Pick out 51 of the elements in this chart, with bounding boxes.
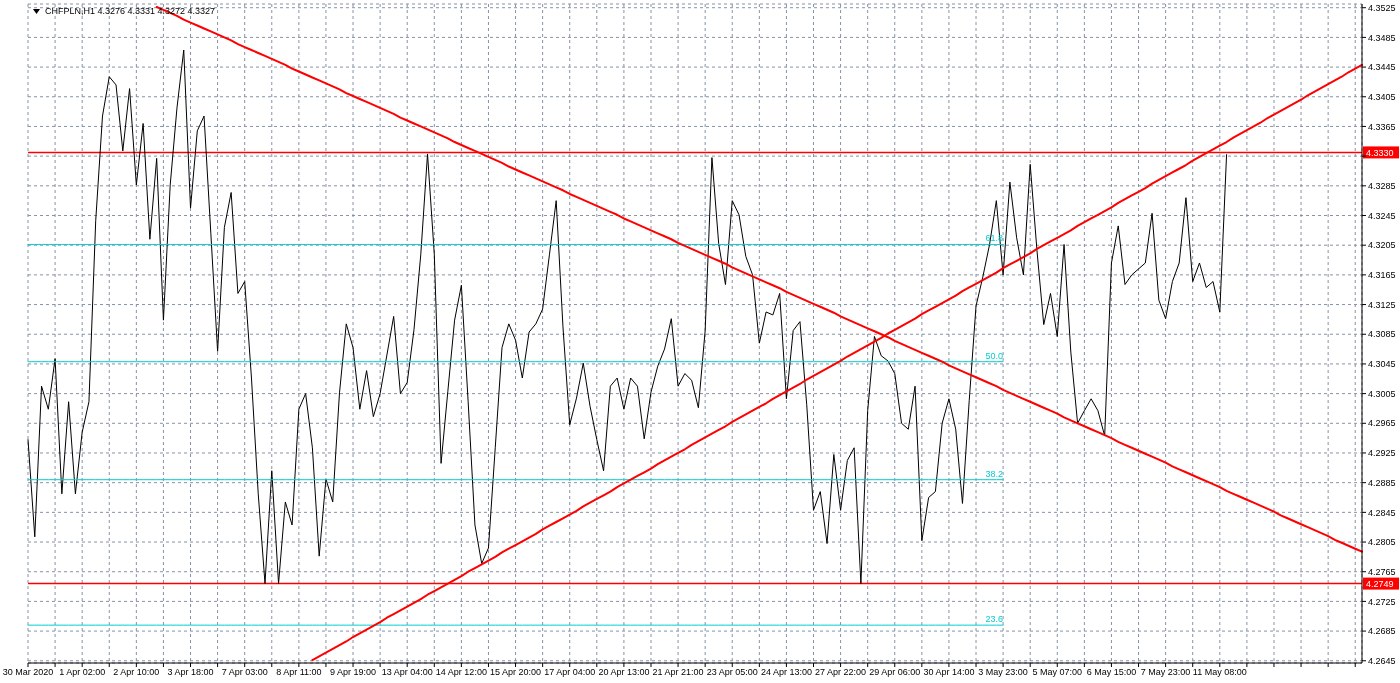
y-tick-label: 4.2765 [1368,566,1396,577]
ref-line-label: 4.2749 [1366,579,1394,590]
y-tick-label: 4.3365 [1368,121,1396,132]
y-tick-label: 4.3165 [1368,270,1396,281]
x-tick-label: 13 Apr 04:00 [381,667,433,678]
x-tick-label: 8 Apr 11:00 [276,667,322,678]
y-tick-label: 4.2725 [1368,596,1396,607]
x-tick-label: 23 Apr 05:00 [706,667,758,678]
x-tick-label: 27 Apr 22:00 [815,667,867,678]
x-tick-label: 1 Apr 02:00 [59,667,106,678]
y-tick-label: 4.2685 [1368,626,1396,637]
y-tick-label: 4.2925 [1368,448,1396,459]
x-tick-label: 21 Apr 21:00 [652,667,704,678]
y-tick-label: 4.3085 [1368,329,1396,340]
y-tick-label: 4.3405 [1368,91,1396,102]
y-tick-label: 4.3485 [1368,32,1396,43]
x-tick-label: 5 May 07:00 [1032,667,1083,678]
x-tick-label: 24 Apr 13:00 [760,667,812,678]
y-tick-label: 4.3045 [1368,359,1396,370]
y-tick-label: 4.2845 [1368,507,1396,518]
x-tick-label: 2 Apr 10:00 [113,667,160,678]
y-tick-label: 4.3245 [1368,210,1396,221]
x-tick-label: 3 Apr 18:00 [167,667,214,678]
y-tick-label: 4.2805 [1368,537,1396,548]
x-tick-label: 17 Apr 04:00 [544,667,596,678]
y-tick-label: 4.3445 [1368,62,1396,73]
x-tick-label: 30 Apr 14:00 [923,667,975,678]
y-tick-label: 4.3205 [1368,240,1396,251]
series-label: 50.0 [985,350,1004,361]
y-tick-label: 4.2645 [1368,655,1396,666]
line-series [27,49,1228,585]
y-tick-label: 4.3125 [1368,299,1396,310]
x-tick-label: 3 May 23:00 [978,667,1028,678]
x-tick-label: 9 Apr 19:00 [330,667,377,678]
series-label: 23.6 [985,614,1004,625]
x-tick-label: 7 May 23:00 [1140,667,1191,678]
y-tick-label: 4.3005 [1368,388,1396,399]
x-tick-label: 6 May 15:00 [1086,667,1137,678]
x-tick-label: 14 Apr 12:00 [435,667,487,678]
x-tick-label: 7 Apr 03:00 [221,667,268,678]
series-label: 38.2 [985,468,1004,479]
y-tick-label: 4.2885 [1368,477,1396,488]
y-tick-label: 4.2965 [1368,418,1396,429]
x-tick-label: 29 Apr 06:00 [869,667,921,678]
x-tick-label: 11 May 08:00 [1192,667,1247,678]
x-tick-label: 20 Apr 13:00 [598,667,650,678]
y-tick-label: 4.3525 [1368,2,1396,13]
x-tick-label: 15 Apr 20:00 [490,667,542,678]
y-tick-label: 4.3285 [1368,181,1396,192]
x-tick-label: 30 Mar 2020 [2,667,54,678]
ref-line-label: 4.3330 [1366,147,1394,158]
